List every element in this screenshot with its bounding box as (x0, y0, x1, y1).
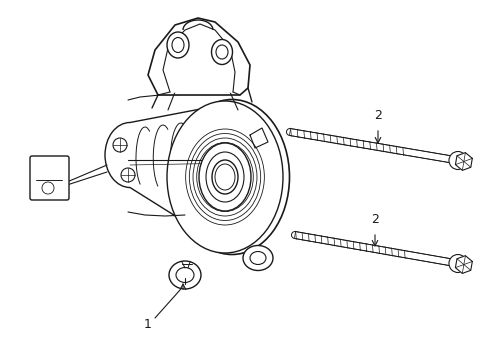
Ellipse shape (448, 255, 466, 273)
Ellipse shape (205, 152, 244, 202)
Ellipse shape (167, 32, 189, 58)
Ellipse shape (212, 160, 238, 194)
Polygon shape (249, 128, 267, 148)
Polygon shape (294, 231, 455, 266)
Polygon shape (454, 153, 471, 170)
Ellipse shape (121, 168, 135, 182)
Ellipse shape (169, 261, 201, 289)
Ellipse shape (172, 37, 183, 53)
Polygon shape (454, 256, 471, 273)
Ellipse shape (215, 164, 235, 190)
Ellipse shape (199, 143, 250, 211)
Ellipse shape (174, 99, 289, 255)
Ellipse shape (249, 252, 265, 265)
FancyBboxPatch shape (30, 156, 69, 200)
Ellipse shape (211, 40, 232, 64)
Text: 1: 1 (144, 318, 152, 330)
Polygon shape (163, 24, 235, 92)
Polygon shape (289, 129, 455, 163)
Ellipse shape (216, 45, 227, 59)
Text: 2: 2 (370, 213, 378, 226)
Ellipse shape (167, 101, 283, 253)
Polygon shape (148, 18, 249, 95)
Ellipse shape (113, 138, 127, 152)
Ellipse shape (448, 152, 466, 170)
Ellipse shape (176, 267, 194, 283)
Text: 2: 2 (373, 109, 381, 122)
Ellipse shape (243, 246, 272, 270)
